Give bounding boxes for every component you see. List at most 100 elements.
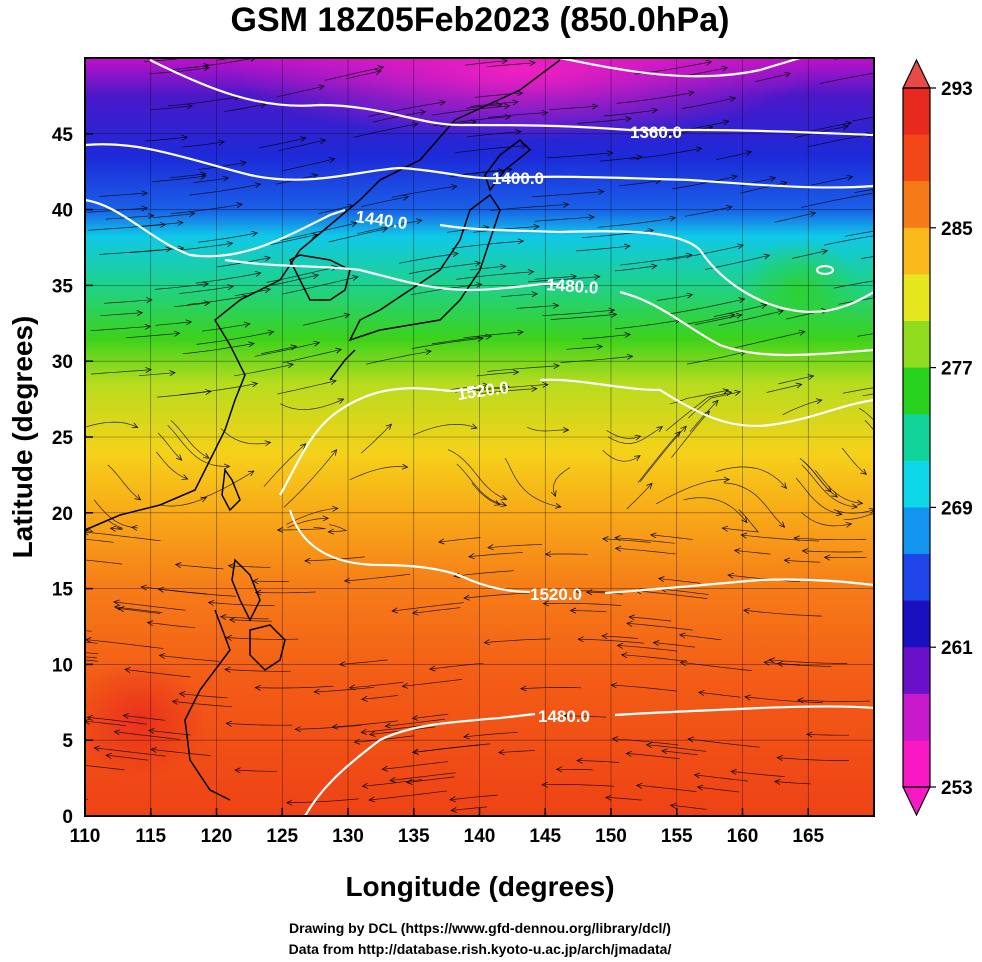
streamline xyxy=(167,64,210,71)
streamline-arrowhead xyxy=(851,503,858,510)
streamline xyxy=(600,156,642,162)
colorbar-tick-label: 285 xyxy=(941,219,973,240)
streamline xyxy=(100,312,143,317)
streamline xyxy=(766,383,802,393)
streamline xyxy=(270,234,318,246)
streamline-arrowhead xyxy=(585,589,593,596)
streamline xyxy=(431,335,492,345)
streamline xyxy=(409,262,481,274)
streamline xyxy=(741,534,820,542)
streamline xyxy=(841,447,867,475)
streamline-arrowhead xyxy=(188,211,196,217)
streamline xyxy=(477,388,537,395)
streamline-arrowhead xyxy=(147,213,155,219)
streamline xyxy=(87,207,148,213)
streamline-arrowhead xyxy=(687,736,694,743)
streamline-arrowhead xyxy=(651,107,659,114)
streamline-arrowhead xyxy=(696,784,704,791)
streamline-arrowhead xyxy=(173,330,181,337)
streamline-arrowhead xyxy=(327,528,335,535)
streamline xyxy=(85,531,161,542)
x-axis: 110 115 120 125 130 135 140 145 150 155 160 165 xyxy=(70,808,825,847)
streamline xyxy=(152,213,195,218)
streamline xyxy=(99,248,172,255)
streamline xyxy=(658,578,701,584)
streamline-arrowhead xyxy=(697,689,705,696)
streamline-arrowhead xyxy=(304,557,311,564)
streamline-arrowhead xyxy=(487,544,494,551)
streamline xyxy=(603,109,658,117)
streamline xyxy=(220,428,271,445)
streamline xyxy=(566,346,603,350)
streamline xyxy=(582,334,631,340)
streamline xyxy=(546,152,613,159)
streamline xyxy=(106,754,148,761)
streamline xyxy=(697,786,740,793)
x-tick-label: 125 xyxy=(266,826,298,847)
streamline xyxy=(385,718,446,727)
streamline xyxy=(103,299,152,304)
y-tick-label: 25 xyxy=(52,428,74,449)
colorbar-segment xyxy=(903,181,930,229)
streamline-arrowhead xyxy=(889,231,895,236)
streamline-arrowhead xyxy=(821,248,829,255)
streamline xyxy=(432,105,510,116)
colorbar-segment xyxy=(903,740,930,788)
streamline xyxy=(440,121,477,127)
streamline xyxy=(843,512,874,521)
streamline-arrowhead xyxy=(44,636,50,641)
streamline xyxy=(794,537,867,541)
streamline-arrowhead xyxy=(606,150,614,157)
streamline-arrowhead xyxy=(251,381,259,388)
streamline xyxy=(626,622,693,631)
streamline xyxy=(158,588,237,597)
x-tick-label: 145 xyxy=(529,826,561,847)
streamline-arrowhead xyxy=(286,799,293,806)
streamline-arrowhead xyxy=(117,606,125,612)
streamline xyxy=(283,449,337,508)
streamline-arrowhead xyxy=(553,363,560,370)
streamline xyxy=(718,310,784,326)
streamline xyxy=(456,463,507,506)
streamline-arrowhead xyxy=(144,323,152,330)
streamline-arrowhead xyxy=(312,273,320,280)
streamline-arrowhead xyxy=(620,652,628,659)
streamline-arrowhead xyxy=(243,321,251,328)
streamline-arrowhead xyxy=(299,443,307,450)
y-tick-label: 30 xyxy=(52,352,73,373)
streamline-arrowhead xyxy=(678,632,686,639)
streamline-arrowhead xyxy=(130,524,138,531)
streamline-arrowhead xyxy=(776,755,783,761)
streamline-arrowhead xyxy=(733,548,741,554)
streamline xyxy=(792,250,828,259)
streamline xyxy=(449,794,498,801)
streamline-arrowhead xyxy=(165,246,172,253)
streamline-arrowhead xyxy=(450,807,457,813)
coastlines xyxy=(85,59,561,801)
streamline xyxy=(451,240,524,249)
colorbar-top-arrow xyxy=(902,58,931,89)
streamline xyxy=(469,265,506,271)
streamline-arrowhead xyxy=(856,499,864,506)
streamline xyxy=(159,655,220,662)
streamline xyxy=(564,715,607,718)
streamline-arrowhead xyxy=(731,174,738,181)
streamline xyxy=(220,616,269,620)
streamline xyxy=(150,748,211,756)
wind-streamlines xyxy=(44,58,895,813)
streamline xyxy=(332,720,398,728)
streamline xyxy=(614,537,675,544)
streamline-arrowhead xyxy=(463,733,470,740)
streamline xyxy=(487,112,548,118)
streamline xyxy=(155,321,192,326)
streamline xyxy=(501,293,538,298)
streamline-arrowhead xyxy=(411,748,419,755)
streamline-arrowhead xyxy=(883,506,889,511)
streamline-arrowhead xyxy=(331,265,338,271)
credit-data: Data from http://database.rish.kyoto-u.a… xyxy=(288,941,672,957)
streamline xyxy=(263,443,306,487)
streamline xyxy=(392,602,464,612)
streamline xyxy=(369,790,447,801)
x-tick-label: 120 xyxy=(201,826,233,847)
streamline-arrowhead xyxy=(78,536,84,541)
